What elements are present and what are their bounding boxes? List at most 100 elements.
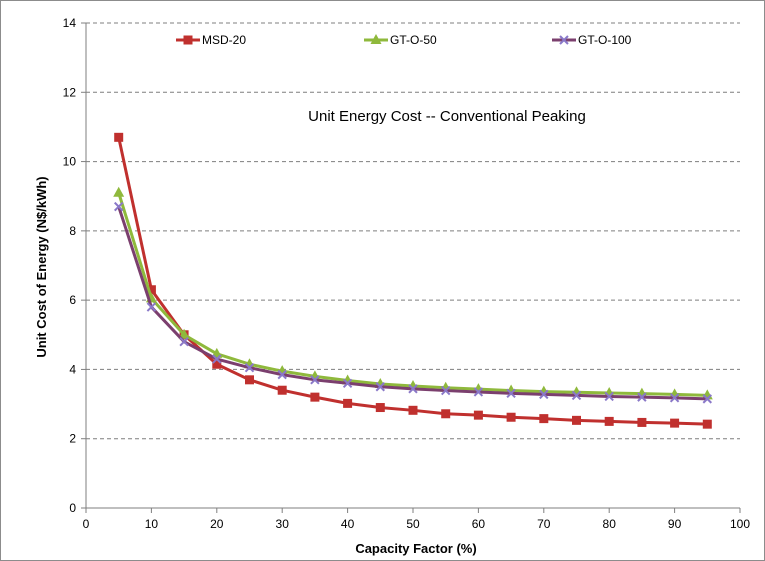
data-point	[114, 132, 124, 142]
marker-stroke	[342, 378, 353, 388]
marker-stroke	[539, 389, 549, 400]
data-point	[375, 382, 386, 392]
marker-stroke	[277, 369, 287, 380]
marker-stroke	[440, 385, 451, 396]
data-point	[245, 375, 254, 385]
data-point	[669, 393, 680, 403]
series-line	[117, 206, 708, 401]
y-tick-label: 6	[69, 293, 76, 307]
data-point	[310, 392, 320, 402]
data-point	[212, 354, 222, 364]
legend-label: GT-O-100	[578, 33, 632, 47]
data-point	[604, 391, 614, 402]
legend-item-msd-20: MSD-20	[176, 33, 246, 47]
x-tick-label: 10	[145, 517, 159, 531]
y-tick-label: 4	[69, 362, 76, 376]
chart-title: Unit Energy Cost -- Conventional Peaking	[308, 108, 586, 125]
y-axis-title: Unit Cost of Energy (N$/kWh)	[34, 176, 49, 357]
data-point	[506, 412, 516, 422]
data-point	[408, 384, 418, 394]
series-gt-o-50	[113, 186, 713, 400]
data-point	[473, 410, 483, 420]
legend: MSD-20 GT-O-50 GT-O-100	[176, 33, 632, 47]
marker-stroke	[473, 387, 484, 397]
data-point	[440, 385, 451, 396]
x-tick-label: 100	[730, 517, 750, 531]
marker-stroke	[637, 392, 647, 402]
axes	[81, 22, 741, 513]
data-point	[637, 392, 647, 402]
data-point	[277, 369, 287, 380]
data-point	[637, 417, 647, 427]
data-point	[277, 385, 287, 395]
y-tick-label: 14	[63, 16, 77, 30]
marker-stroke	[408, 384, 418, 394]
legend-item-gt-o-100: GT-O-100	[552, 33, 632, 47]
legend-marker	[559, 35, 569, 45]
marker-stroke	[571, 390, 582, 401]
y-tick-label: 0	[69, 501, 76, 515]
x-tick-label: 0	[83, 517, 90, 531]
marker-stroke	[669, 393, 680, 403]
series-group	[113, 132, 713, 429]
y-tick-label: 8	[69, 224, 76, 238]
data-point	[310, 375, 320, 385]
y-tick-label: 10	[63, 155, 77, 169]
data-point	[571, 390, 582, 401]
marker-stroke	[375, 382, 386, 392]
data-point	[178, 328, 190, 339]
legend-marker	[370, 34, 382, 44]
data-point	[441, 409, 451, 419]
legend-item-gt-o-50: GT-O-50	[364, 33, 437, 47]
data-point	[375, 403, 385, 413]
legend-marker	[183, 35, 193, 45]
data-point	[572, 415, 581, 425]
data-point	[408, 405, 418, 415]
x-tick-label: 60	[472, 517, 486, 531]
data-point	[244, 362, 255, 373]
data-point	[539, 414, 549, 424]
data-point	[702, 419, 712, 429]
marker-stroke	[113, 201, 124, 212]
data-point	[702, 394, 713, 404]
x-tick-label: 90	[668, 517, 682, 531]
marker-stroke	[506, 388, 516, 399]
data-point	[473, 387, 484, 397]
marker-stroke	[146, 302, 157, 312]
data-point	[670, 418, 680, 428]
legend-label: MSD-20	[202, 33, 246, 47]
gridlines	[86, 22, 740, 440]
data-point	[212, 359, 222, 369]
x-tick-label: 30	[276, 517, 290, 531]
marker-stroke	[310, 375, 320, 385]
x-axis-title: Capacity Factor (%)	[355, 541, 476, 556]
marker-stroke	[604, 391, 614, 402]
x-tick-label: 50	[406, 517, 420, 531]
y-tick-label: 2	[69, 432, 76, 446]
tick-labels: 0 2 4 6 8 10 12 14 0 10 20 30 40 50 60 70 80 90 100	[63, 16, 751, 531]
x-tick-label: 20	[210, 517, 224, 531]
marker-stroke	[244, 362, 255, 373]
x-tick-label: 70	[537, 517, 551, 531]
x-tick-label: 40	[341, 517, 355, 531]
series-gt-o-100	[113, 201, 713, 404]
data-point	[342, 378, 353, 388]
data-point	[604, 416, 614, 426]
series-line	[117, 192, 708, 397]
data-point	[146, 302, 157, 312]
data-point	[343, 398, 353, 408]
data-point	[113, 186, 125, 197]
marker-stroke	[702, 394, 713, 404]
legend-label: GT-O-50	[390, 33, 437, 47]
marker-stroke	[212, 354, 222, 364]
data-point	[146, 285, 156, 295]
y-tick-label: 12	[63, 85, 77, 99]
marker-stroke	[179, 337, 189, 347]
data-point	[113, 201, 124, 212]
data-point	[539, 389, 549, 400]
data-point	[179, 337, 189, 347]
data-point	[506, 388, 516, 399]
x-tick-label: 80	[603, 517, 617, 531]
